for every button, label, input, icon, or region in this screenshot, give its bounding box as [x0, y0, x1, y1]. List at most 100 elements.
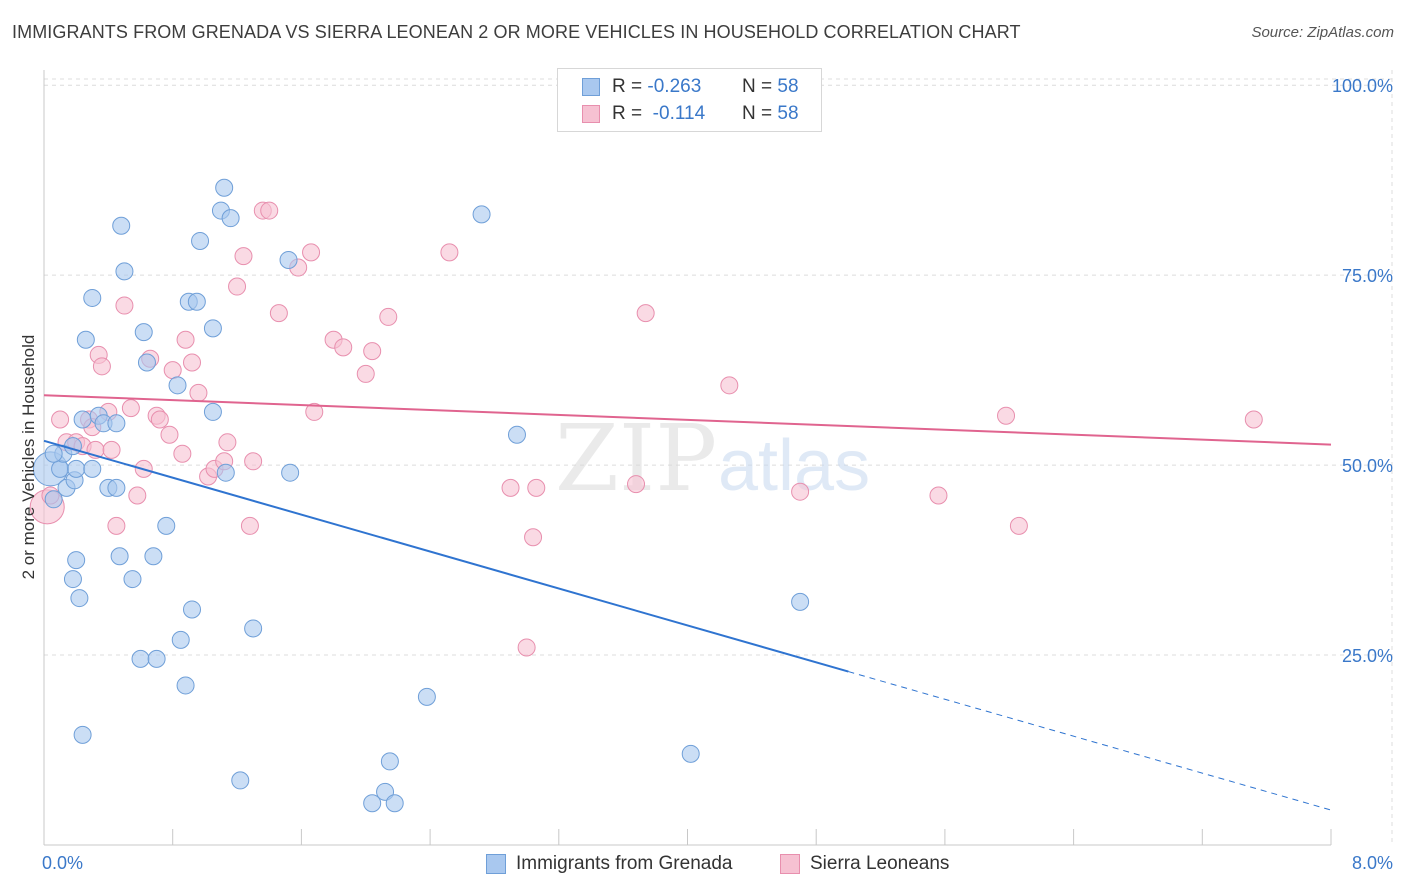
- legend-swatch-blue: [486, 854, 506, 874]
- grenada-point: [472, 205, 491, 224]
- grenada-point: [63, 570, 82, 589]
- watermark-zip: ZIP: [555, 405, 717, 512]
- grenada-point: [67, 551, 86, 570]
- sierra-leonean-point: [627, 475, 646, 494]
- sierra-leonean-point: [244, 452, 263, 471]
- legend-n-value: 58: [777, 76, 799, 97]
- grenada-point: [791, 592, 810, 611]
- sierra-leonean-point: [1009, 516, 1028, 535]
- legend-n-label: N =: [742, 76, 773, 97]
- sierra-leonean-point: [517, 638, 536, 657]
- legend-item-grenada: Immigrants from Grenada: [486, 852, 732, 876]
- trend-line-grenada-extension: [848, 671, 1332, 811]
- grenada-point: [281, 463, 300, 482]
- sierra-leonean-point: [302, 243, 321, 262]
- sierra-leonean-point: [107, 516, 126, 535]
- sierra-leonean-point: [240, 516, 259, 535]
- grenada-point: [115, 262, 134, 281]
- sierra-leonean-point: [305, 402, 324, 421]
- grenada-point: [507, 425, 526, 444]
- grenada-point: [107, 478, 126, 497]
- axis-labels: 25.0% 50.0% 75.0% 100.0% 0.0% 8.0% 2 or more V…: [19, 76, 1393, 873]
- grenada-point: [203, 402, 222, 421]
- sierra-leonean-point: [163, 361, 182, 380]
- y-tick-label: 75.0%: [1342, 266, 1393, 286]
- grenada-point: [73, 410, 92, 429]
- legend-label-sierra-leoneans: Sierra Leoneans: [810, 853, 950, 874]
- grenada-point: [137, 353, 156, 372]
- grenada-point: [157, 516, 176, 535]
- grenada-point: [134, 323, 153, 342]
- sierra-leonean-point: [363, 342, 382, 361]
- legend-r-label: R =: [612, 76, 643, 97]
- sierra-leonean-point: [150, 410, 169, 429]
- y-tick-label: 25.0%: [1342, 646, 1393, 666]
- grenada-point: [203, 319, 222, 338]
- sierra-leonean-point: [527, 478, 546, 497]
- y-tick-label: 100.0%: [1332, 76, 1393, 96]
- stats-legend: R = -0.263 N = 58 R = -0.114 N = 58: [557, 68, 822, 132]
- grenada-point: [215, 178, 234, 197]
- legend-r-label: R =: [612, 103, 643, 124]
- sierra-leonean-point: [720, 376, 739, 395]
- grenada-point: [279, 250, 298, 269]
- grenada-point: [44, 490, 63, 509]
- grenada-point: [76, 330, 95, 349]
- sierra-leonean-point: [636, 304, 655, 323]
- grenada-point: [70, 589, 89, 608]
- y-axis-title: 2 or more Vehicles in Household: [19, 335, 38, 580]
- sierra-leonean-point: [379, 307, 398, 326]
- sierra-leonean-point: [115, 296, 134, 315]
- sierra-leonean-point: [189, 383, 208, 402]
- sierra-leonean-point: [128, 486, 147, 505]
- sierra-leonean-point: [260, 201, 279, 220]
- grenada-point: [216, 463, 235, 482]
- x-tick-label-min: 0.0%: [42, 853, 83, 873]
- legend-r-value: -0.114: [652, 103, 706, 124]
- grenada-point: [144, 547, 163, 566]
- sierra-leonean-point: [121, 399, 140, 418]
- grenada-point: [131, 649, 150, 668]
- grenada-point: [176, 676, 195, 695]
- sierra-leonean-point: [51, 410, 70, 429]
- sierra-leonean-point: [176, 330, 195, 349]
- sierra-leonean-point: [183, 353, 202, 372]
- sierra-leonean-point: [356, 364, 375, 383]
- trend-line-grenada: [43, 439, 849, 673]
- grenada-point: [244, 619, 263, 638]
- grenada-point: [83, 459, 102, 478]
- trend-line-sierra-leoneans: [43, 394, 1332, 446]
- sierra-leonean-point: [501, 478, 520, 497]
- legend-row-grenada: R = -0.263 N = 58: [582, 76, 799, 98]
- grenada-point: [183, 600, 202, 619]
- sierra-leonean-point: [228, 277, 247, 296]
- grenada-point: [681, 744, 700, 763]
- grenada-point: [44, 444, 63, 463]
- sierra-leonean-point: [1244, 410, 1263, 429]
- grenada-point: [171, 630, 190, 649]
- sierra-leonean-point: [997, 406, 1016, 425]
- grenada-point: [417, 687, 436, 706]
- legend-r-value: -0.263: [647, 76, 702, 97]
- grenada-point: [363, 794, 382, 813]
- sierra-leonean-point: [334, 338, 353, 357]
- legend-swatch-pink: [582, 105, 600, 123]
- grenada-point: [380, 752, 399, 771]
- grenada-point: [187, 292, 206, 311]
- grenada-point: [221, 209, 240, 228]
- legend-n-label: N =: [742, 103, 773, 124]
- series-sierra-leoneans-points: [29, 201, 1263, 657]
- grenada-point: [168, 376, 187, 395]
- series-grenada-points: [32, 178, 810, 813]
- sierra-leonean-point: [440, 243, 459, 262]
- sierra-leonean-point: [173, 444, 192, 463]
- grenada-point: [231, 771, 250, 790]
- sierra-leonean-point: [218, 433, 237, 452]
- grenada-point: [63, 437, 82, 456]
- sierra-leonean-point: [92, 357, 111, 376]
- legend-swatch-blue: [582, 78, 600, 96]
- trend-lines: [43, 394, 1332, 811]
- sierra-leonean-point: [234, 247, 253, 266]
- legend-swatch-pink: [780, 854, 800, 874]
